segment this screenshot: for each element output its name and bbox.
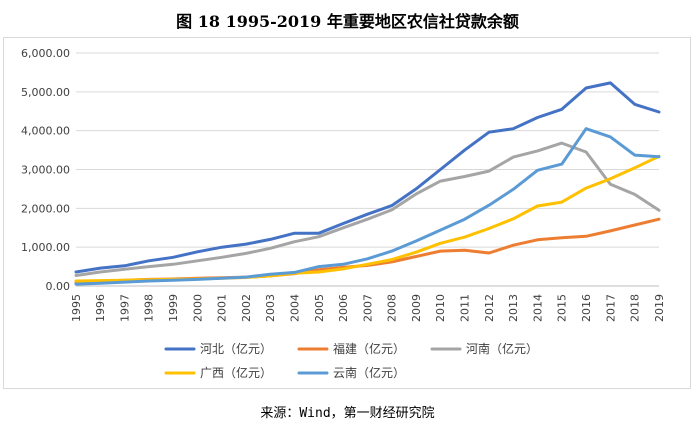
y-tick-label: 5,000.00	[21, 86, 70, 99]
series-line	[74, 141, 661, 277]
y-tick-label: 3,000.00	[21, 164, 70, 177]
x-tick-label: 2000	[191, 294, 204, 322]
series-line	[74, 81, 661, 274]
x-tick-label: 2016	[580, 294, 593, 322]
y-tick-label: 2,000.00	[21, 202, 70, 215]
chart-frame: 0.00 1,000.00 2,000.00 3,000.00 4,000.00 5,00…	[3, 37, 691, 389]
x-tick-label: 2001	[216, 294, 229, 322]
x-tick-label: 2018	[629, 294, 642, 322]
y-tick-label: 1,000.00	[21, 241, 70, 254]
x-tick-label: 2008	[386, 294, 399, 322]
x-tick-label: 2019	[653, 294, 666, 322]
legend-label: 云南（亿元）	[333, 365, 405, 380]
x-tick-label: 1997	[118, 294, 131, 322]
y-tick-label: 0.00	[46, 280, 71, 293]
x-tick-label: 2007	[361, 294, 374, 322]
series-line	[74, 217, 661, 284]
line-chart: 0.00 1,000.00 2,000.00 3,000.00 4,000.00 5,00…	[21, 47, 666, 380]
x-tick-label: 2004	[288, 294, 301, 322]
x-tick-label: 1999	[167, 294, 180, 322]
legend-label: 河北（亿元）	[200, 341, 272, 356]
chart-title: 图 18 1995-2019 年重要地区农信社贷款余额	[176, 12, 519, 31]
x-tick-label: 2005	[313, 294, 326, 322]
x-tick-label: 2014	[531, 294, 544, 322]
x-tick-label: 1995	[70, 294, 83, 322]
x-tick-label: 2012	[483, 294, 496, 322]
x-tick-label: 1996	[94, 294, 107, 322]
legend-label: 广西（亿元）	[200, 365, 272, 380]
legend-label: 河南（亿元）	[466, 341, 538, 356]
x-tick-label: 1998	[143, 294, 156, 322]
x-tick-label: 2002	[240, 294, 253, 322]
y-tick-label: 4,000.00	[21, 125, 70, 138]
y-tick-label: 6,000.00	[21, 47, 70, 60]
x-tick-label: 2003	[264, 294, 277, 322]
source-note: 来源：Wind，第一财经研究院	[260, 406, 435, 421]
series-line	[74, 127, 661, 286]
x-tick-label: 2015	[556, 294, 569, 322]
legend-label: 福建（亿元）	[333, 341, 405, 356]
x-tick-label: 2010	[434, 294, 447, 322]
x-tick-label: 2017	[604, 294, 617, 322]
x-tick-label: 2006	[337, 294, 350, 322]
x-tick-label: 2011	[459, 294, 472, 322]
x-tick-label: 2013	[507, 294, 520, 322]
x-tick-label: 2009	[410, 294, 423, 322]
